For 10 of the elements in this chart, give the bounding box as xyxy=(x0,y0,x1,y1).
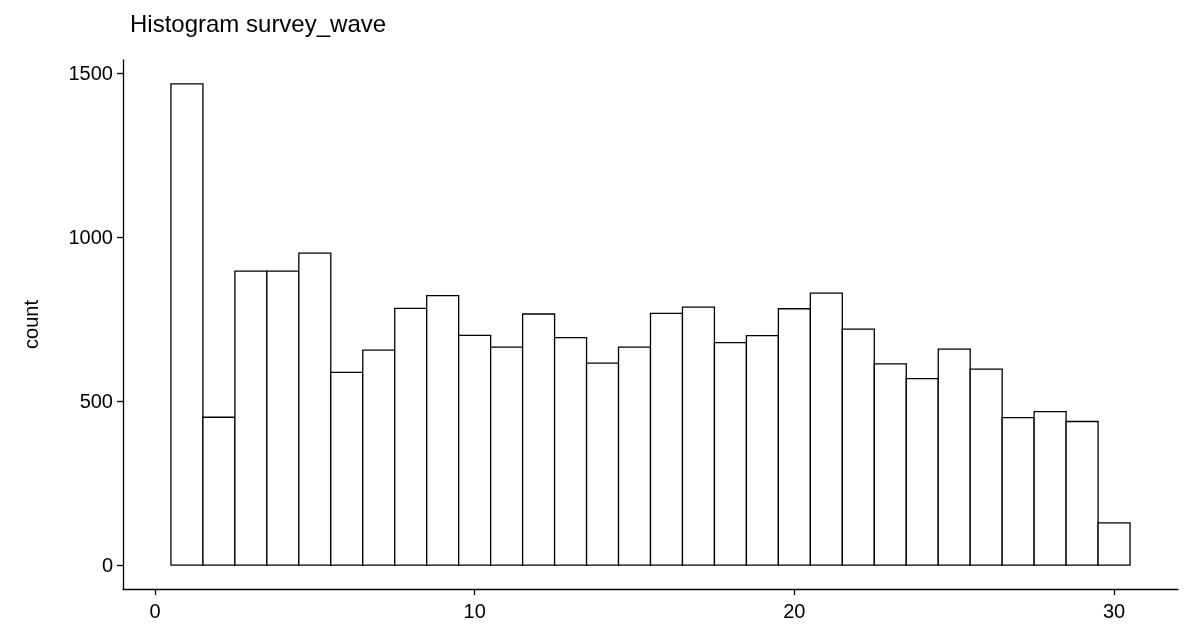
x-tick-label: 30 xyxy=(1102,600,1126,622)
x-tick-label: 10 xyxy=(463,600,486,622)
y-axis-title: count xyxy=(20,299,42,349)
x-tick-label: 20 xyxy=(783,600,806,622)
y-tick-label: 0 xyxy=(101,554,113,577)
y-tick-label: 1000 xyxy=(68,226,113,249)
chart-title: Histogram survey_wave xyxy=(130,9,387,37)
x-tick-label: 0 xyxy=(149,600,161,622)
y-tick-label: 500 xyxy=(79,390,113,413)
y-tick-label: 1500 xyxy=(68,62,113,85)
